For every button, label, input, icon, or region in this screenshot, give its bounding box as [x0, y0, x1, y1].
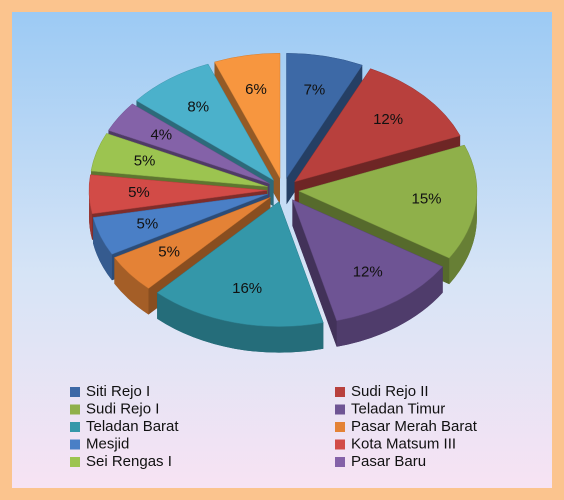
legend-marker [335, 404, 345, 415]
legend-marker [335, 439, 345, 450]
slice [298, 144, 478, 259]
slice-side [93, 217, 112, 281]
data-label: 12% [373, 111, 403, 128]
legend-marker [335, 457, 345, 467]
legend-label: Siti Rejo I [86, 383, 150, 400]
legend-marker [70, 404, 80, 415]
slice-group: 12% [291, 199, 444, 347]
legend-marker [335, 387, 345, 397]
slice [286, 53, 363, 180]
legend-marker [70, 457, 80, 467]
slice [294, 68, 461, 183]
slice [291, 199, 444, 322]
slice-side [157, 292, 324, 353]
data-label: 5% [128, 184, 150, 201]
legend-label: Kota Matsum III [351, 435, 456, 452]
slice-side [114, 257, 149, 315]
slice [214, 52, 281, 180]
legend-marker [70, 439, 80, 450]
data-label: 7% [304, 81, 326, 98]
legend-label: Teladan Barat [86, 418, 179, 435]
data-label: 8% [187, 98, 209, 115]
slice [108, 103, 270, 184]
slice [90, 133, 268, 187]
slice [92, 193, 269, 255]
legend-label: Teladan Timur [351, 400, 445, 417]
data-label: 5% [134, 153, 156, 170]
data-label: 15% [412, 191, 442, 208]
slice-side [336, 266, 443, 347]
slice-side [449, 191, 477, 285]
legend-marker [70, 422, 80, 432]
data-label: 6% [245, 81, 267, 98]
data-label: 12% [353, 263, 383, 280]
legend-label: Sei Rengas I [86, 453, 172, 470]
slice [136, 63, 275, 181]
slice [156, 201, 324, 327]
data-label: 4% [150, 126, 172, 143]
slice-group: 16% [156, 201, 324, 353]
data-label: 5% [158, 243, 180, 260]
legend-label: Pasar Merah Barat [351, 418, 478, 435]
legend-marker [335, 422, 345, 432]
data-label: 16% [232, 280, 262, 297]
legend-label: Sudi Rejo I [86, 400, 159, 417]
slice [88, 174, 268, 215]
legend-label: Sudi Rejo II [351, 383, 429, 400]
slice-wall [292, 199, 337, 347]
slice [113, 197, 271, 289]
legend-label: Mesjid [86, 435, 129, 452]
data-label: 5% [137, 216, 159, 233]
legend-marker [70, 387, 80, 397]
legend-label: Pasar Baru [351, 453, 426, 470]
